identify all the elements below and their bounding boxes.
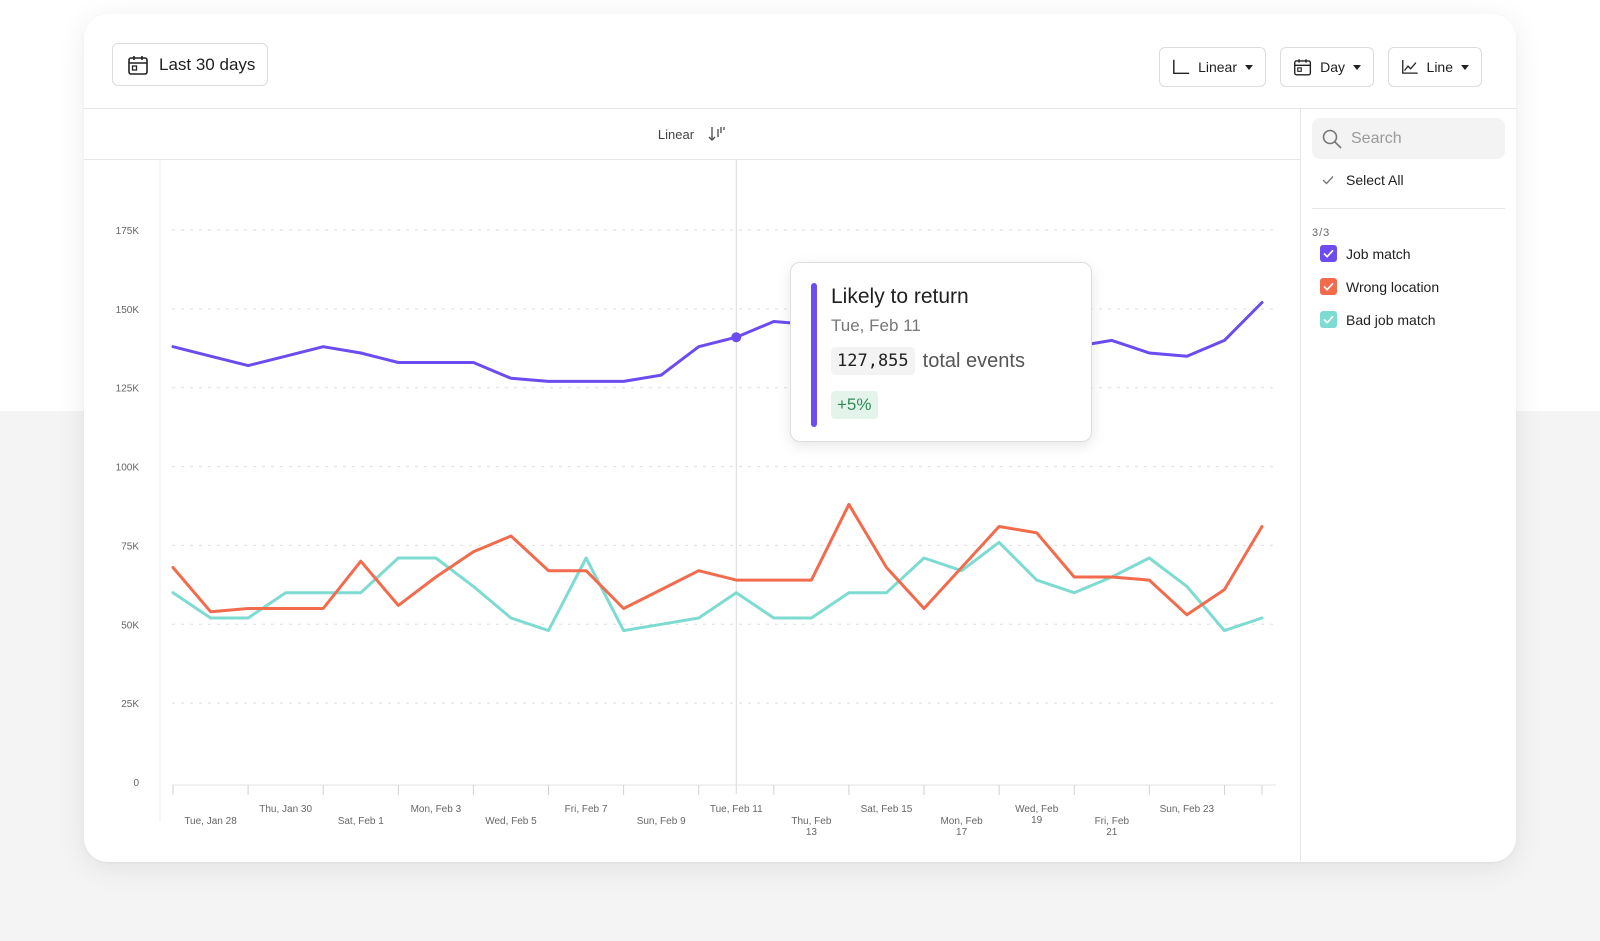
search-box[interactable]: Search: [1312, 118, 1505, 159]
series-line-wrong-location: [171, 502, 1264, 617]
sort-icon[interactable]: [708, 125, 726, 143]
x-tick-label: 19: [1031, 815, 1043, 826]
x-tick-label: Wed, Feb 5: [485, 816, 537, 827]
x-tick-label: 13: [806, 827, 818, 838]
chevron-down-icon: [1461, 64, 1469, 70]
series-line-bad-job-match: [171, 540, 1264, 633]
interval-dropdown-label: Day: [1320, 59, 1345, 75]
legend-label: Job match: [1346, 245, 1411, 262]
chevron-down-icon: [1353, 64, 1361, 70]
x-tick-label: Fri, Feb: [1095, 816, 1130, 827]
x-tick-label: Thu, Feb: [791, 816, 831, 827]
chart-scale-label: Linear: [657, 126, 695, 142]
checkbox-checked-icon[interactable]: [1320, 311, 1337, 328]
x-tick-label: Sat, Feb 15: [861, 804, 913, 815]
legend-item-job-match[interactable]: Job match: [1320, 245, 1411, 262]
x-tick-label: Sat, Feb 1: [338, 816, 385, 827]
series-line-job-match: [171, 301, 1264, 383]
tooltip-value: 127,855: [831, 347, 915, 375]
search-placeholder: Search: [1351, 129, 1402, 147]
x-tick-label: Mon, Feb: [940, 816, 983, 827]
x-tick-label: Tue, Jan 28: [184, 816, 237, 827]
chart-scale-header: Linear: [84, 109, 1300, 160]
y-tick-label: 125K: [116, 384, 140, 395]
y-tick-label: 25K: [121, 699, 139, 710]
calendar-icon: [1294, 59, 1312, 76]
legend-label: Bad job match: [1346, 311, 1436, 328]
y-tick-label: 100K: [116, 463, 140, 474]
interval-dropdown[interactable]: Day: [1280, 47, 1374, 87]
chevron-down-icon: [1245, 64, 1253, 70]
chart-type-dropdown-label: Line: [1426, 59, 1453, 75]
x-tick-label: Mon, Feb 3: [411, 804, 462, 815]
x-tick-label: Tue, Feb 11: [710, 804, 763, 815]
select-all-label: Select All: [1346, 172, 1404, 188]
axis-icon: [1173, 59, 1190, 75]
y-tick-label: 0: [133, 778, 139, 789]
y-tick-label: 50K: [121, 620, 139, 631]
y-tick-label: 175K: [116, 226, 140, 237]
tooltip-delta-badge: +5%: [831, 391, 878, 419]
legend-label: Wrong location: [1346, 278, 1440, 295]
tooltip-unit: total events: [922, 349, 1025, 372]
scale-dropdown[interactable]: Linear: [1159, 47, 1266, 87]
checkbox-checked-icon[interactable]: [1320, 245, 1337, 262]
toolbar-divider: [84, 108, 1516, 109]
date-range-button[interactable]: Last 30 days: [112, 43, 268, 86]
legend-item-bad-job-match[interactable]: Bad job match: [1320, 311, 1436, 328]
x-tick-label: 17: [956, 827, 968, 838]
y-tick-label: 75K: [121, 541, 139, 552]
chart-card: Last 30 days Linear Day Line Linear: [84, 14, 1516, 862]
highlight-point: [731, 332, 742, 343]
chart-type-dropdown[interactable]: Line: [1388, 47, 1482, 87]
y-tick-label: 150K: [116, 305, 140, 316]
x-tick-label: Sun, Feb 9: [637, 816, 686, 827]
x-tick-label: Thu, Jan 30: [259, 804, 312, 815]
legend-item-wrong-location[interactable]: Wrong location: [1320, 278, 1439, 295]
x-tick-label: Sun, Feb 23: [1160, 804, 1215, 815]
check-icon: [1322, 176, 1334, 185]
scale-dropdown-label: Linear: [1198, 59, 1237, 75]
calendar-icon: [128, 55, 148, 75]
tooltip-title: Likely to return: [831, 285, 969, 308]
select-all-toggle[interactable]: Select All: [1322, 172, 1404, 188]
tooltip-value-row: 127,855 total events: [831, 347, 1025, 375]
sidebar-separator: [1312, 208, 1505, 209]
x-tick-label: 21: [1106, 827, 1118, 838]
tooltip-accent-bar: [811, 283, 817, 427]
date-range-label: Last 30 days: [159, 54, 256, 74]
line-chart: 0 25K 50K 75K 100K 125K 150K 175K Tue, Jan 28 Thu…: [116, 160, 1276, 838]
sidebar-divider: [1300, 108, 1301, 862]
x-tick-label: Wed, Feb: [1015, 804, 1059, 815]
tooltip: Likely to return Tue, Feb 11 127,855 tot…: [790, 262, 1092, 442]
checkbox-checked-icon[interactable]: [1320, 278, 1337, 295]
line-chart-icon: [1402, 59, 1418, 74]
search-icon: [1322, 129, 1342, 149]
x-tick-label: Fri, Feb 7: [565, 804, 608, 815]
series-count: 3/3: [1312, 227, 1331, 239]
tooltip-date: Tue, Feb 11: [831, 316, 921, 335]
